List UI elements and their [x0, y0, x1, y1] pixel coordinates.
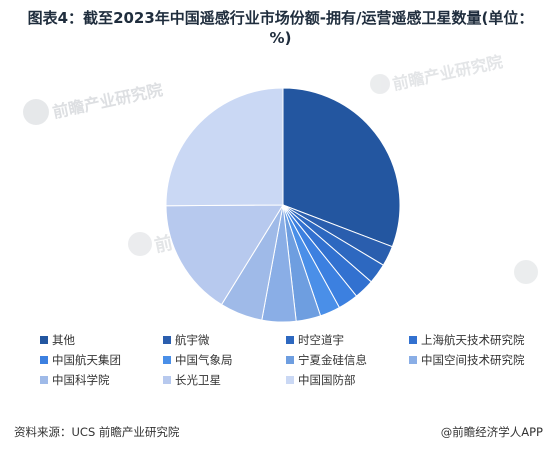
legend-item-11: 中国国防部	[286, 372, 409, 388]
legend-item-8: 中国空间技术研究院	[409, 352, 550, 368]
legend-swatch	[163, 376, 171, 384]
legend-item-2: 航宇微	[163, 332, 286, 348]
legend-label: 长光卫星	[175, 373, 221, 387]
source-line: 资料来源：UCS 前瞻产业研究院 @前瞻经济学人APP	[14, 422, 543, 442]
legend: 其他 航宇微 时空道宇 上海航天技术研究院中国航天集团 中国气象局 宁夏金硅信息 中国空间技…	[40, 332, 550, 388]
legend-label: 中国国防部	[298, 373, 356, 387]
watermark-top-right: 前瞻产业研究院	[370, 52, 504, 94]
legend-swatch	[409, 336, 417, 344]
watermark-text-1: 前瞻产业研究院	[51, 80, 165, 122]
legend-swatch	[163, 356, 171, 364]
legend-label: 其他	[52, 333, 75, 347]
legend-item-1: 其他	[40, 332, 163, 348]
legend-label: 航宇微	[175, 333, 210, 347]
pie-chart: 前瞻产业研究院 前瞻产业研究院 前瞻产业研究院	[23, 52, 538, 323]
legend-swatch	[409, 356, 417, 364]
legend-swatch	[40, 336, 48, 344]
legend-label: 中国空间技术研究院	[421, 353, 525, 367]
pie-slice-10	[165, 204, 284, 306]
watermark-right	[514, 260, 538, 284]
legend-item-4: 上海航天技术研究院	[409, 332, 550, 348]
legend-label: 中国航天集团	[52, 353, 121, 367]
watermark-top-left: 前瞻产业研究院	[23, 80, 164, 125]
legend-swatch	[286, 356, 294, 364]
legend-swatch	[40, 376, 48, 384]
pie-slice-1	[282, 87, 401, 248]
legend-swatch	[40, 356, 48, 364]
legend-item-5: 中国航天集团	[40, 352, 163, 368]
legend-swatch	[286, 376, 294, 384]
chart-title: 图表4：截至2023年中国遥感行业市场份额-拥有/运营遥感卫星数量(单位：%)	[27, 9, 534, 47]
legend-label: 中国科学院	[52, 373, 110, 387]
watermark-text-3: 前瞻产业研究院	[391, 52, 505, 94]
legend-label: 宁夏金硅信息	[298, 353, 367, 367]
legend-item-10: 长光卫星	[163, 372, 286, 388]
pie-slice-11	[165, 87, 284, 207]
legend-item-3: 时空道宇	[286, 332, 409, 348]
legend-label: 时空道宇	[298, 333, 344, 347]
source-credit: @前瞻经济学人APP	[440, 425, 543, 439]
legend-label: 上海航天技术研究院	[421, 333, 525, 347]
legend-swatch	[163, 336, 171, 344]
legend-label: 中国气象局	[175, 353, 233, 367]
source-label: 资料来源：UCS 前瞻产业研究院	[14, 425, 180, 439]
legend-item-7: 宁夏金硅信息	[286, 352, 409, 368]
legend-swatch	[286, 336, 294, 344]
pie-slices	[165, 87, 401, 323]
legend-item-6: 中国气象局	[163, 352, 286, 368]
legend-item-9: 中国科学院	[40, 372, 163, 388]
